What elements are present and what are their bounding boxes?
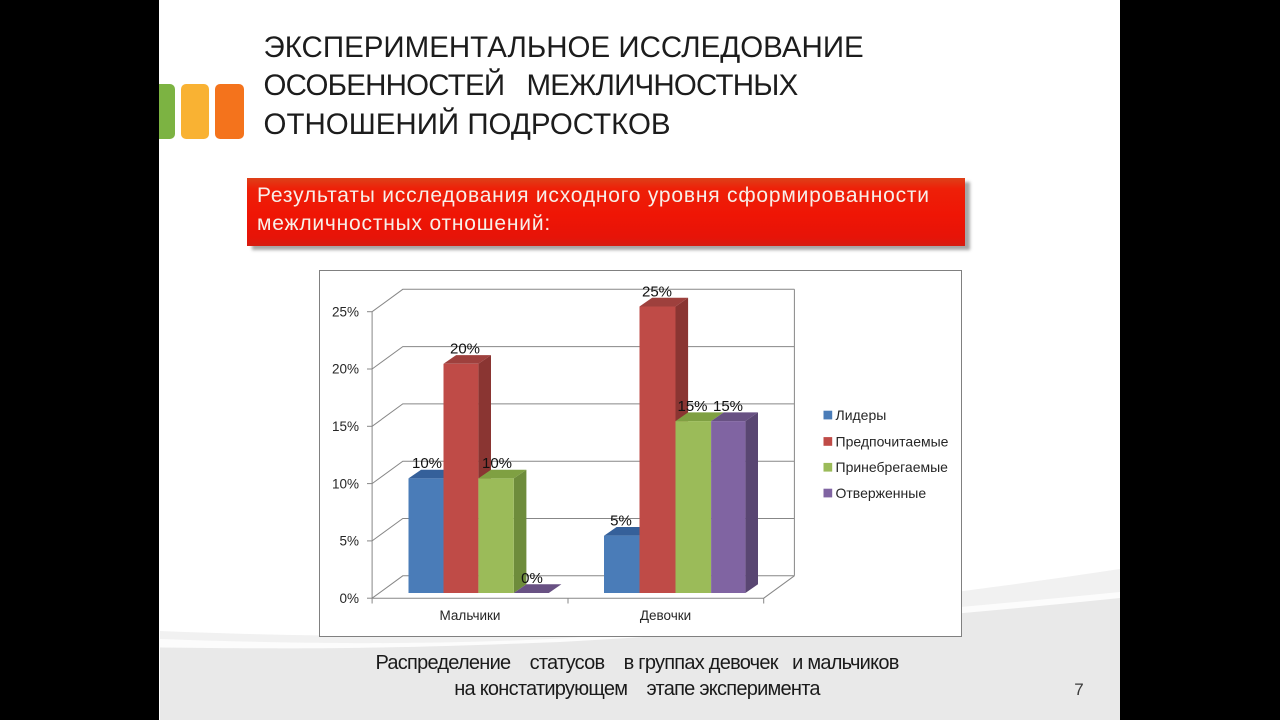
- svg-text:25%: 25%: [332, 304, 359, 319]
- svg-text:10%: 10%: [412, 455, 442, 472]
- svg-text:Девочки: Девочки: [640, 608, 691, 623]
- svg-text:25%: 25%: [642, 283, 672, 300]
- svg-text:20%: 20%: [332, 362, 359, 377]
- svg-text:Принебрегаемые: Принебрегаемые: [836, 459, 949, 475]
- svg-text:20%: 20%: [450, 341, 480, 358]
- svg-text:5%: 5%: [610, 513, 632, 530]
- svg-text:Предпочитаемые: Предпочитаемые: [836, 433, 949, 449]
- svg-text:0%: 0%: [521, 570, 543, 587]
- svg-text:Лидеры: Лидеры: [836, 407, 887, 423]
- svg-text:15%: 15%: [713, 398, 743, 415]
- svg-text:15%: 15%: [332, 419, 359, 434]
- svg-text:10%: 10%: [482, 455, 512, 472]
- svg-text:10%: 10%: [332, 476, 359, 491]
- svg-text:Отверженные: Отверженные: [836, 485, 927, 501]
- svg-text:15%: 15%: [677, 398, 707, 415]
- svg-text:5%: 5%: [339, 534, 359, 549]
- svg-text:0%: 0%: [339, 591, 359, 606]
- svg-text:Мальчики: Мальчики: [440, 608, 501, 623]
